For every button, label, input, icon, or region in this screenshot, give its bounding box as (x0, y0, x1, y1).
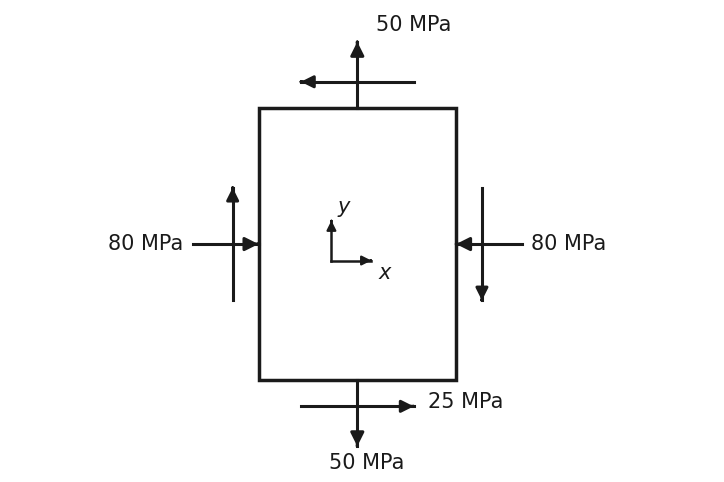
Text: 50 MPa: 50 MPa (376, 15, 452, 35)
Text: y: y (337, 197, 350, 217)
Text: x: x (379, 263, 391, 283)
Text: 80 MPa: 80 MPa (108, 234, 183, 254)
Text: 50 MPa: 50 MPa (329, 454, 405, 473)
Text: 25 MPa: 25 MPa (428, 392, 503, 412)
Bar (258, 107, 456, 380)
Text: 80 MPa: 80 MPa (531, 234, 607, 254)
